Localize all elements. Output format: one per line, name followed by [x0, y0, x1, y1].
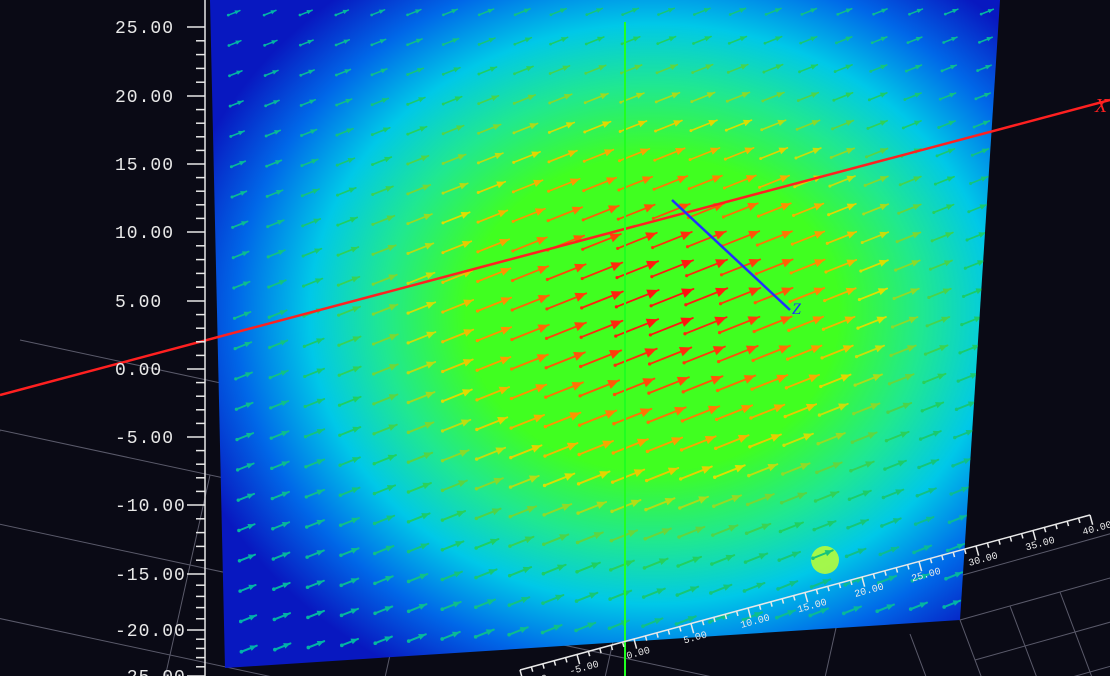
y-tick-label: 5.00 [115, 293, 162, 313]
x-axis-label: X [1094, 95, 1108, 117]
y-tick-label: -5.00 [115, 429, 174, 449]
y-tick-label: -20.00 [115, 622, 186, 642]
y-tick-label: -15.00 [115, 566, 186, 586]
y-tick-label: 20.00 [115, 88, 174, 108]
y-tick-label: 25.00 [115, 19, 174, 39]
y-tick-label: -25.00 [115, 668, 186, 676]
y-tick-label: 15.00 [115, 156, 174, 176]
x-tick-label: 35.00 [1024, 536, 1056, 554]
y-tick-label: -10.00 [115, 497, 186, 517]
x-tick-label: -5.00 [568, 660, 600, 676]
y-tick-label: 0.00 [115, 361, 162, 381]
y-tick-label: 10.00 [115, 224, 174, 244]
x-tick-label: 30.00 [967, 551, 999, 569]
x-tick-label: 0.00 [625, 646, 651, 663]
vertical-ruler: 25.00 20.00 15.00 10.00 5.00 0.00 -5.00 -10.00 -… [115, 0, 205, 676]
z-axis-label: Z [792, 301, 802, 318]
x-tick-label: 40.00 [1081, 520, 1110, 538]
viewport[interactable]: X Z 25.00 20.00 15.00 10.00 5.00 0.00 -5.00 -10… [0, 0, 1110, 676]
heatmap-plane [210, 0, 1000, 668]
plot-svg: X Z 25.00 20.00 15.00 10.00 5.00 0.00 -5.00 -10… [0, 0, 1110, 676]
